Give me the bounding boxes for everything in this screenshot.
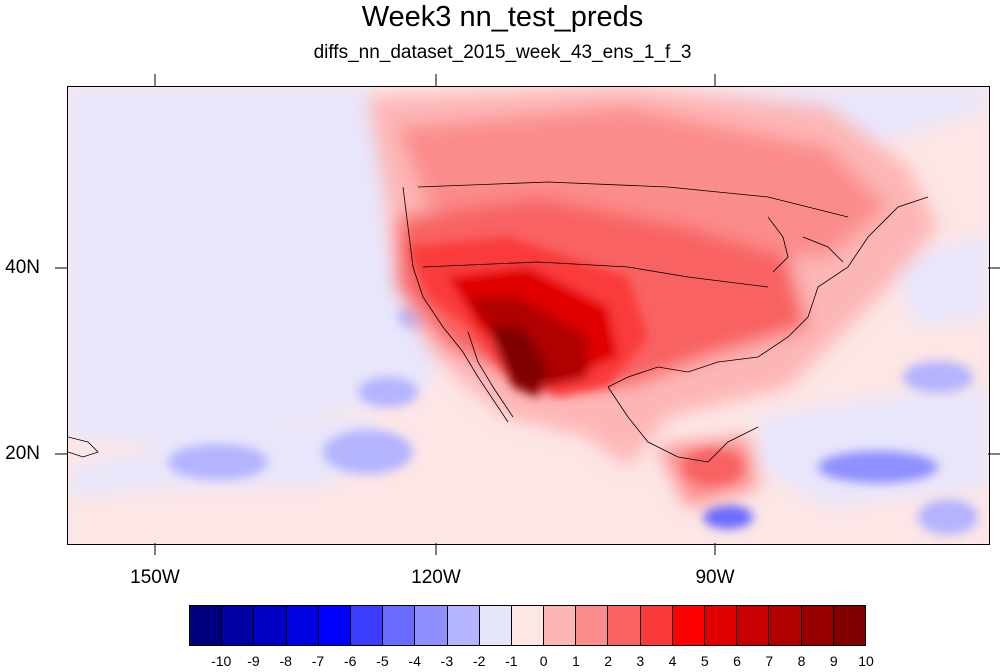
colorbar-tick-label: 4: [668, 653, 677, 669]
colorbar-tick-label: 3: [636, 653, 645, 669]
colorbar-swatch: [801, 606, 834, 645]
lat-label-40n: 40N: [5, 257, 40, 278]
colorbar-swatch: [705, 606, 738, 645]
colorbar-swatch: [511, 606, 545, 645]
lon-label-150w: 150W: [130, 567, 180, 588]
colorbar-swatch: [447, 606, 480, 645]
colorbar-tick-label: 6: [733, 653, 741, 669]
chart-title: Week3 nn_test_preds: [361, 1, 644, 33]
colorbar-tick-label: 7: [765, 653, 774, 669]
pacific-negative-anomaly: [68, 87, 989, 507]
colorbar-tick-label: 8: [797, 653, 806, 669]
colorbar-tick-label: 10: [858, 653, 874, 669]
lat-label-20n: 20N: [5, 443, 40, 464]
colorbar-tick-label: -8: [279, 653, 292, 669]
colorbar-swatch: [640, 606, 673, 645]
lon-label-90w: 90W: [695, 567, 735, 588]
colorbar-tick-label: 2: [604, 653, 612, 669]
colorbar-swatch: [383, 606, 416, 645]
colorbar-tick-label: -7: [311, 653, 325, 669]
southwest-hotspot: [408, 237, 743, 485]
colorbar-swatch: [833, 606, 865, 645]
colorbar-swatch: [350, 606, 384, 645]
colorbar-swatch: [479, 606, 512, 645]
colorbar-tick-label: -2: [472, 653, 486, 669]
colorbar-swatch: [318, 606, 351, 645]
map-field: [68, 87, 989, 544]
colorbar-tick-label: -1: [505, 653, 518, 669]
colorbar-swatch: [769, 606, 802, 645]
colorbar: [189, 605, 866, 646]
colorbar-swatch: [576, 606, 609, 645]
colorbar-swatch: [737, 606, 770, 645]
colorbar-tick-label: -3: [440, 653, 454, 669]
colorbar-tick-label: -5: [376, 653, 389, 669]
colorbar-tick-label: -10: [211, 653, 232, 669]
colorbar-tick-label: 1: [571, 653, 580, 669]
colorbar-swatch: [190, 606, 223, 645]
colorbar-tick-label: 9: [829, 653, 838, 669]
chart-subtitle: diffs_nn_dataset_2015_week_43_ens_1_f_3: [313, 42, 692, 63]
colorbar-tick-label: -6: [343, 653, 357, 669]
colorbar-tick-label: -4: [408, 653, 421, 669]
map-panel: [67, 86, 990, 545]
colorbar-swatch: [608, 606, 641, 645]
lon-label-120w: 120W: [411, 567, 461, 588]
colorbar-swatch: [254, 606, 287, 645]
colorbar-swatch: [544, 606, 577, 645]
colorbar-swatch: [286, 606, 319, 645]
colorbar-tick-label: 0: [539, 653, 548, 669]
colorbar-swatch: [415, 606, 448, 645]
colorbar-swatch: [222, 606, 255, 645]
colorbar-tick-label: -9: [247, 653, 260, 669]
colorbar-tick-label: 5: [700, 653, 709, 669]
coastlines: [68, 181, 929, 463]
colorbar-swatch: [672, 606, 705, 645]
